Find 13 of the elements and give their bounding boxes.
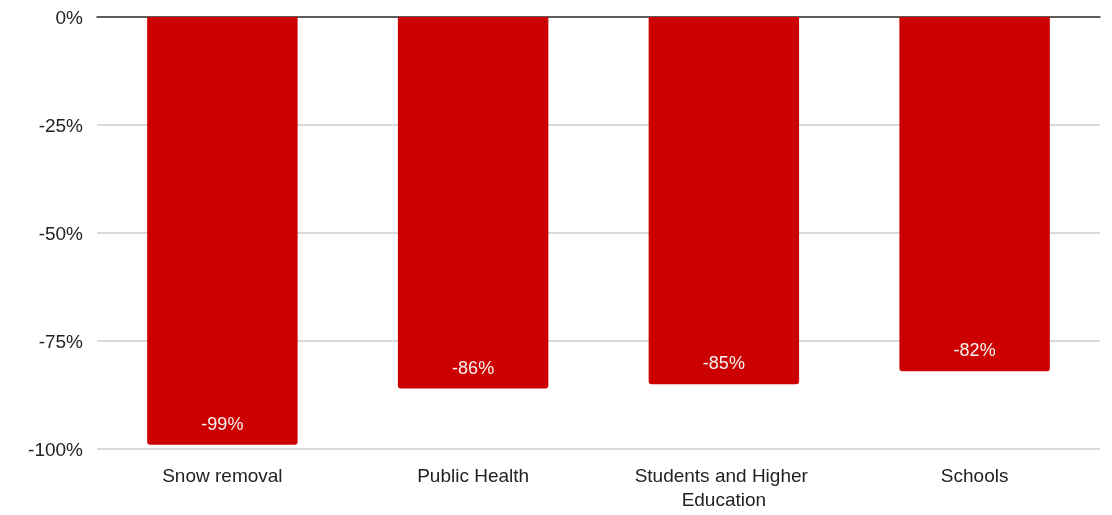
y-tick-label: -50%: [38, 222, 84, 244]
x-tick-label: Snow removal: [162, 464, 283, 486]
data-label: -85%: [702, 353, 745, 374]
x-tick-label: Public Health: [417, 464, 530, 486]
y-tick-label: -100%: [28, 438, 84, 460]
data-label: -86%: [452, 357, 495, 378]
x-tick-label: Schools: [940, 464, 1009, 486]
y-tick-label: -75%: [38, 330, 84, 352]
data-label: -99%: [201, 413, 244, 434]
data-label: -82%: [953, 340, 996, 361]
y-tick-label: -25%: [38, 114, 84, 136]
x-tick-label: Students and Higher Education: [634, 464, 814, 510]
y-tick-label: 0%: [55, 6, 84, 28]
